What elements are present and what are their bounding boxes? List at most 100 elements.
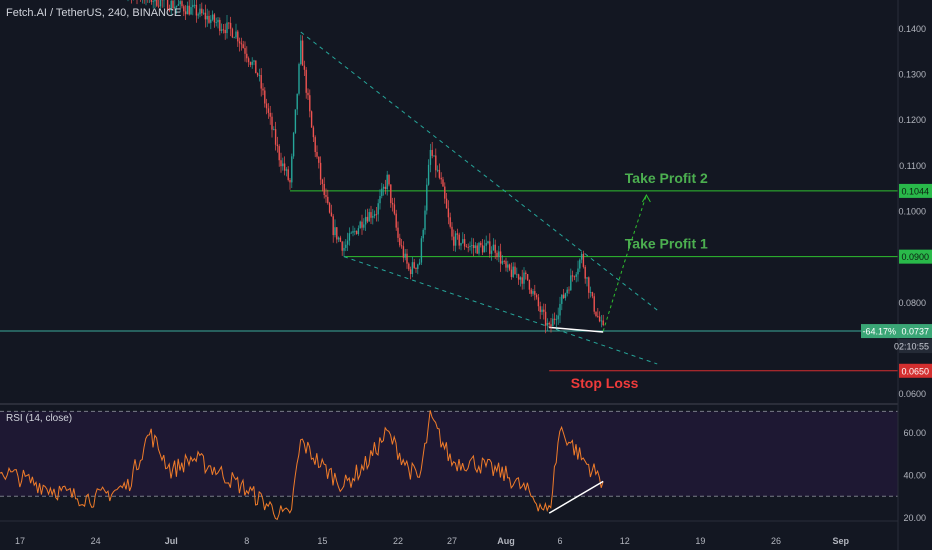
candle: [438, 169, 441, 178]
candle: [208, 15, 210, 23]
take-profit-axis-label-tag: [899, 249, 932, 264]
candle: [175, 5, 178, 7]
candle: [588, 277, 590, 293]
take-profit-axis-label: 0.0900: [901, 252, 929, 262]
rsi-tick-label: 40.00: [903, 471, 926, 481]
current-price-label-tag: [899, 324, 932, 339]
candle: [168, 9, 171, 11]
candle: [368, 212, 370, 222]
candle: [319, 162, 322, 180]
candle: [253, 60, 255, 62]
price-tick-label: 0.1200: [898, 115, 926, 125]
candle: [354, 230, 356, 232]
time-axis[interactable]: 17 24 Jul 8 15 22 27 Aug 6 12 19 26 Sep: [15, 536, 850, 546]
candle: [332, 216, 334, 236]
candle: [222, 29, 225, 31]
rsi-title[interactable]: RSI (14, close): [6, 413, 72, 424]
candle: [325, 195, 327, 197]
candle: [337, 237, 340, 240]
candle: [433, 155, 435, 157]
time-tick-label: 24: [91, 536, 101, 546]
candle: [568, 289, 570, 291]
time-tick-label: 17: [15, 536, 25, 546]
price-divergence-line: [549, 326, 604, 333]
candle: [454, 233, 457, 246]
candle: [192, 4, 194, 8]
stop-loss-axis-label-tag: [899, 363, 932, 378]
candle: [373, 214, 376, 216]
candle: [552, 318, 554, 327]
candle: [557, 315, 559, 320]
candle: [150, 0, 153, 2]
candle: [399, 237, 401, 246]
candle: [388, 174, 390, 185]
price-tick-label: 0.0800: [898, 298, 926, 308]
candle: [480, 242, 482, 246]
candle: [597, 315, 599, 317]
candle: [501, 261, 504, 264]
candle: [262, 88, 264, 91]
price-axis-labels: 0.1044 0.0900 0.0650 -64.17% 0.0737 02:10:55: [861, 183, 932, 378]
candle: [183, 6, 185, 12]
candle: [305, 69, 307, 93]
candle: [172, 0, 174, 9]
candle: [157, 5, 160, 7]
candle: [586, 277, 588, 279]
candle: [291, 156, 293, 183]
candle: [273, 129, 275, 130]
countdown-label-tag: [899, 339, 932, 354]
candle: [224, 29, 226, 34]
candle: [462, 239, 464, 244]
candle: [397, 227, 399, 238]
price-axis[interactable]: 0.1400 0.1300 0.1200 0.1100 0.1000 0.0800 0.06…: [898, 24, 926, 399]
candle: [589, 292, 592, 293]
candle: [265, 103, 268, 109]
candle: [309, 95, 311, 112]
candle: [431, 149, 433, 156]
candle: [296, 93, 298, 110]
candle: [510, 269, 513, 277]
candle: [269, 112, 271, 117]
candle: [294, 109, 297, 133]
time-tick-label: 15: [317, 536, 327, 546]
candle: [408, 263, 410, 270]
candle: [244, 48, 246, 54]
candle: [393, 204, 396, 214]
candle: [179, 1, 181, 5]
candle: [282, 163, 284, 167]
candle: [381, 188, 383, 196]
candle: [298, 64, 300, 94]
candle: [487, 241, 489, 244]
candle: [197, 14, 199, 16]
candle: [525, 272, 527, 275]
candle: [573, 276, 576, 278]
time-tick-label: 27: [447, 536, 457, 546]
candle: [280, 160, 282, 167]
candle: [543, 309, 545, 312]
trend-lines: [300, 31, 658, 365]
candle: [276, 144, 279, 147]
candle: [361, 221, 363, 228]
candle: [377, 203, 379, 215]
candle: [537, 297, 540, 307]
candle: [553, 318, 556, 320]
candle: [526, 274, 529, 280]
candle: [580, 253, 583, 260]
candle: [233, 37, 235, 39]
candle: [321, 179, 324, 185]
candle: [424, 210, 426, 230]
candle: [289, 179, 291, 183]
candle: [202, 12, 205, 14]
candle: [535, 294, 538, 298]
candle: [566, 289, 568, 294]
candle: [186, 5, 189, 15]
candle: [240, 43, 243, 45]
candle: [465, 246, 468, 248]
candle: [519, 277, 522, 280]
rsi-tick-label: 60.00: [903, 428, 926, 438]
candle: [400, 245, 403, 247]
rsi-tick-label: 20.00: [903, 513, 926, 523]
rsi-axis[interactable]: 60.00 40.00 20.00: [903, 428, 926, 523]
chart-title[interactable]: Fetch.AI / TetherUS, 240, BINANCE: [6, 7, 181, 19]
